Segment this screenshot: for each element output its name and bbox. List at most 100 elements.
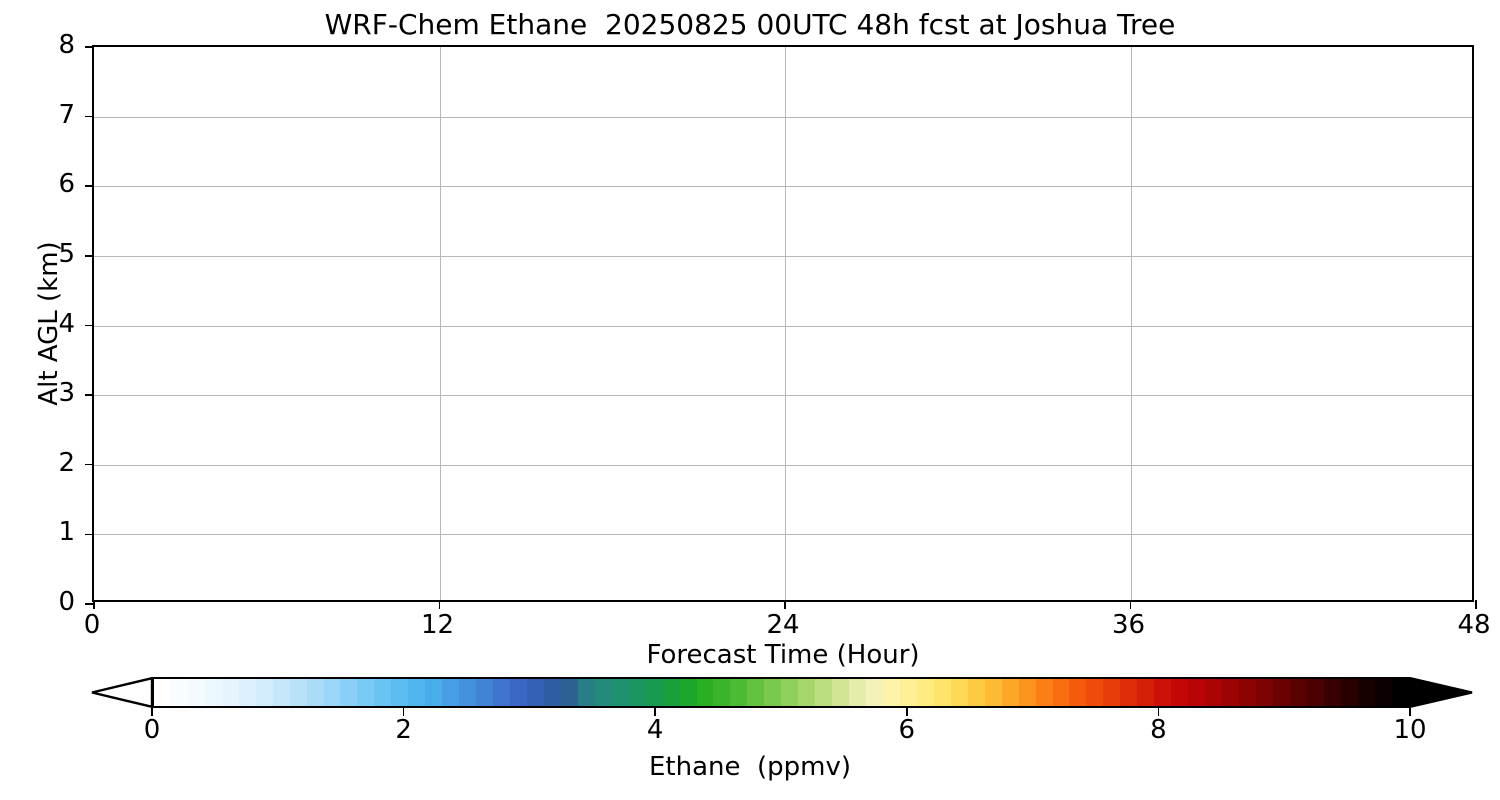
colorbar-band <box>933 679 951 706</box>
colorbar-band <box>713 679 731 706</box>
x-tick-mark <box>1475 600 1477 609</box>
colorbar-band <box>1052 679 1070 706</box>
colorbar-band <box>984 679 1002 706</box>
colorbar-band <box>1222 679 1239 706</box>
colorbar-band <box>1289 679 1307 706</box>
x-tick-label: 0 <box>83 610 101 640</box>
colorbar-band <box>1120 679 1138 706</box>
y-tick-label: 5 <box>58 238 75 269</box>
colorbar-band <box>442 679 460 706</box>
x-tick-label: 48 <box>1457 610 1491 640</box>
colorbar-band <box>408 679 426 706</box>
colorbar-tick-label: 2 <box>395 715 412 745</box>
colorbar-band <box>187 679 205 706</box>
colorbar-band <box>1001 679 1019 706</box>
colorbar-band <box>357 679 375 706</box>
colorbar-band <box>1255 679 1273 706</box>
colorbar-band <box>696 679 714 706</box>
colorbar-band <box>1171 679 1189 706</box>
colorbar-band <box>662 679 680 706</box>
grid-line-horizontal <box>94 186 1472 188</box>
colorbar-band <box>849 679 867 706</box>
colorbar-min-extend-arrow <box>91 677 153 708</box>
plot-area[interactable] <box>85 45 1477 609</box>
colorbar-band <box>493 679 511 706</box>
colorbar-band <box>577 679 595 706</box>
colorbar-band <box>323 679 341 706</box>
colorbar-band <box>781 679 799 706</box>
colorbar-tick-label: 0 <box>143 715 161 745</box>
x-tick-label: 24 <box>766 610 800 640</box>
colorbar-band <box>967 679 985 706</box>
colorbar-band <box>747 679 765 706</box>
colorbar-band <box>391 679 409 706</box>
colorbar-max-extend-arrow <box>1409 677 1473 708</box>
colorbar-band <box>221 679 239 706</box>
colorbar-band <box>238 679 256 706</box>
colorbar-band <box>1306 679 1324 706</box>
colorbar-band <box>764 679 782 706</box>
colorbar-band <box>1340 679 1358 706</box>
colorbar-band <box>866 679 883 706</box>
colorbar-band <box>374 679 392 706</box>
colorbar-tick-label: 8 <box>1150 715 1167 745</box>
colorbar[interactable]: 0 2 4 6 8 10 <box>90 677 1474 743</box>
colorbar-band <box>1069 679 1087 706</box>
colorbar-band <box>255 679 273 706</box>
y-tick-label: 4 <box>58 308 75 339</box>
colorbar-band <box>899 679 917 706</box>
grid-line-vertical <box>439 47 441 600</box>
grid-line-horizontal <box>94 116 1472 118</box>
y-axis-title: Alt AGL (km) <box>34 241 64 406</box>
colorbar-gradient <box>152 677 1410 708</box>
y-tick-mark <box>85 603 94 605</box>
colorbar-band <box>832 679 850 706</box>
grid-line-vertical <box>1130 47 1132 600</box>
x-tick-mark <box>1129 600 1132 609</box>
colorbar-band <box>425 679 443 706</box>
colorbar-band <box>882 679 900 706</box>
y-tick-label: 7 <box>58 99 75 130</box>
colorbar-band <box>204 679 222 706</box>
colorbar-band <box>170 679 188 706</box>
colorbar-band <box>679 679 697 706</box>
colorbar-band <box>815 679 833 706</box>
colorbar-band <box>730 679 748 706</box>
y-tick-mark <box>85 533 94 536</box>
x-tick-mark <box>93 600 95 609</box>
colorbar-band <box>306 679 324 706</box>
colorbar-tick-label: 6 <box>898 715 916 745</box>
colorbar-tick-mark <box>151 708 153 716</box>
colorbar-band <box>1018 679 1036 706</box>
colorbar-band <box>1188 679 1206 706</box>
colorbar-title: Ethane (ppmv) <box>648 752 852 782</box>
y-tick-mark <box>85 115 94 118</box>
colorbar-tick-mark <box>402 708 405 716</box>
y-tick-mark <box>85 324 94 327</box>
x-tick-mark <box>438 600 441 609</box>
y-tick-mark <box>85 255 94 257</box>
x-tick-label: 36 <box>1111 610 1146 640</box>
y-tick-mark <box>85 185 94 187</box>
colorbar-band <box>459 679 477 706</box>
colorbar-band <box>526 679 544 706</box>
colorbar-band <box>1154 679 1172 706</box>
y-tick-label: 2 <box>58 447 75 478</box>
colorbar-band <box>1086 679 1104 706</box>
colorbar-band <box>1103 679 1121 706</box>
colorbar-band <box>611 679 629 706</box>
y-tick-label: 3 <box>58 378 75 409</box>
grid-line-horizontal <box>94 395 1472 397</box>
colorbar-band <box>916 679 934 706</box>
colorbar-band <box>1391 679 1408 706</box>
x-tick-mark <box>784 600 786 609</box>
colorbar-band <box>1323 679 1341 706</box>
y-tick-mark <box>85 463 94 466</box>
y-tick-mark <box>85 394 94 396</box>
colorbar-band <box>1137 679 1155 706</box>
colorbar-band <box>340 679 358 706</box>
grid-line-horizontal <box>94 325 1472 327</box>
grid-line-horizontal <box>94 255 1472 257</box>
colorbar-band <box>798 679 816 706</box>
colorbar-tick-mark <box>1409 708 1411 716</box>
